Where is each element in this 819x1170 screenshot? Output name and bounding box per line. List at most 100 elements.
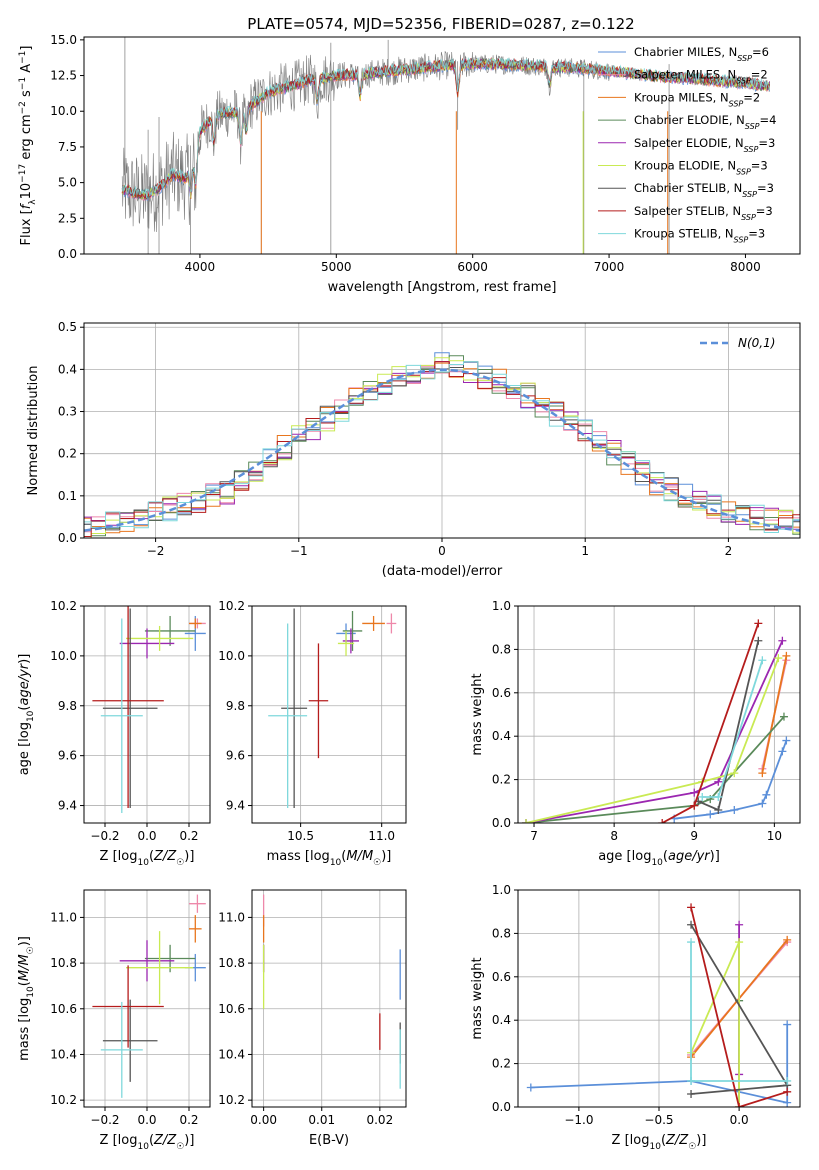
y-tick-label: 0.0	[58, 531, 77, 545]
axes-frame	[83, 36, 801, 255]
y-tick-label: 0.8	[492, 642, 511, 656]
y-tick-label: 1.0	[492, 599, 511, 613]
y-tick-label: 11.0	[218, 910, 245, 924]
y-tick-label: 12.5	[50, 69, 77, 83]
y-tick-label: 11.0	[50, 910, 77, 924]
y-tick-label: 10.8	[50, 956, 77, 970]
errorbar-point	[281, 608, 308, 809]
legend-label: Chabrier ELODIE, NSSP=4	[634, 113, 776, 131]
mass-weight-line	[697, 640, 760, 812]
x-tick-label: 0	[438, 544, 446, 558]
x-tick-label: −1	[290, 544, 308, 558]
y-axis-label: Flux [fλ10−17 erg cm−2 s−1 A−1]	[18, 46, 38, 246]
mass-weight-marker	[690, 788, 699, 797]
x-axis-label: age [log10(age/yr)]	[598, 849, 720, 868]
errorbar-point	[308, 643, 329, 759]
mass-weight-marker	[782, 651, 791, 660]
figure-title: PLATE=0574, MJD=52356, FIBERID=0287, z=0…	[247, 15, 634, 33]
mass-weight-marker	[758, 769, 767, 778]
y-tick-label: 10.6	[50, 1002, 77, 1016]
mass-weight-marker	[762, 790, 771, 799]
x-tick-label: 6000	[457, 260, 488, 274]
axes-frame	[251, 889, 407, 1108]
x-tick-label: 0.0	[137, 1113, 156, 1127]
errorbar-point	[100, 618, 143, 814]
mass-weight-marker	[783, 1098, 792, 1107]
errorbar-point	[126, 625, 194, 651]
y-tick-label: 0.1	[58, 489, 77, 503]
plot-area	[121, 37, 770, 254]
mass-weight-marker	[778, 636, 787, 645]
y-tick-label: 15.0	[50, 33, 77, 47]
axes-frame	[517, 605, 801, 824]
legend-label: Kroupa STELIB, NSSP=3	[634, 227, 765, 245]
y-tick-label: 10.2	[218, 599, 245, 613]
legend-label: Chabrier MILES, NSSP=6	[634, 45, 769, 63]
plot-area	[262, 894, 401, 1089]
mass-weight-marker	[714, 792, 723, 801]
residual-histogram	[84, 361, 800, 537]
errorbar-point	[337, 630, 355, 656]
y-tick-label: 10.4	[50, 1047, 77, 1061]
errorbar-point	[92, 965, 164, 1048]
x-tick-label: −0.2	[90, 829, 119, 843]
errorbar-point	[100, 1001, 143, 1098]
x-axis-label: Z [log10(Z/Z☉)]	[100, 1133, 195, 1152]
panel-mass_vs_Z: −0.2 0.0 0.2 10.2 10.4 10.6 10.8 11.0 Z [log10(Z…	[17, 889, 211, 1152]
y-tick-label: 10.2	[50, 1093, 77, 1107]
plot-area	[84, 352, 800, 538]
mass-weight-marker	[758, 799, 767, 808]
x-tick-label: 11.0	[368, 829, 395, 843]
mass-weight-marker	[526, 1083, 535, 1092]
mass-weight-line	[761, 655, 788, 774]
x-tick-label: −0.2	[90, 1113, 119, 1127]
errorbar-point	[102, 608, 158, 809]
x-tick-label: −1.0	[564, 1113, 593, 1127]
y-tick-label: 0.4	[492, 1013, 511, 1027]
errorbar-point	[342, 628, 359, 654]
mass-weight-marker	[706, 810, 715, 819]
y-tick-label: 0.0	[492, 1100, 511, 1114]
x-tick-label: −0.5	[644, 1113, 673, 1127]
legend-label: Salpeter ELODIE, NSSP=3	[634, 136, 775, 154]
y-tick-label: 0.8	[492, 926, 511, 940]
mass-weight-line	[525, 657, 780, 823]
spectrum-legend: Chabrier MILES, NSSP=6 Salpeter MILES, NS…	[598, 45, 776, 244]
legend-label: Kroupa MILES, NSSP=2	[634, 90, 760, 108]
errorbar-point	[189, 915, 202, 943]
plot-area	[526, 903, 792, 1107]
mass-weight-marker	[758, 656, 767, 665]
mass-weight-marker	[687, 1089, 696, 1098]
mass-weight-line	[525, 640, 784, 823]
y-axis-label: Normed distribution	[26, 366, 41, 496]
errorbar-point	[268, 623, 308, 809]
mass-weight-marker	[783, 1087, 792, 1096]
x-tick-label: 0.2	[179, 829, 198, 843]
y-tick-label: 0.5	[58, 320, 77, 334]
y-tick-label: 0.6	[492, 686, 511, 700]
mass-weight-marker	[730, 805, 739, 814]
y-tick-label: 10.2	[50, 599, 77, 613]
errorbar-point	[362, 615, 385, 631]
y-tick-label: 5.0	[58, 176, 77, 190]
y-tick-label: 0.0	[58, 247, 77, 261]
x-tick-label: 10.5	[287, 829, 314, 843]
panel-mass_vs_ebv: 0.00 0.01 0.02 10.2 10.4 10.6 10.8 11.0 E(B-V)	[218, 889, 407, 1148]
normal-curve	[84, 368, 800, 532]
residual-histogram	[84, 362, 800, 534]
x-axis-label: E(B-V)	[309, 1133, 349, 1148]
y-tick-label: 0.6	[492, 970, 511, 984]
y-tick-label: 9.6	[226, 749, 245, 763]
mass-weight-marker	[735, 920, 744, 929]
y-tick-label: 0.2	[58, 447, 77, 461]
mass-weight-line	[661, 623, 760, 823]
mass-weight-marker	[687, 938, 696, 947]
panel-mass_weight_vs_age: 7 8 9 10 0.0 0.2 0.4 0.6 0.8 1.0 age [log10(age/yr…	[470, 599, 801, 868]
y-tick-label: 0.2	[492, 773, 511, 787]
y-tick-label: 10.0	[50, 649, 77, 663]
axes-frame	[251, 605, 407, 824]
x-tick-label: 0.00	[250, 1113, 277, 1127]
mass-weight-marker	[687, 903, 696, 912]
errorbar-point	[189, 618, 202, 629]
y-axis-label: mass weight	[470, 957, 485, 1039]
